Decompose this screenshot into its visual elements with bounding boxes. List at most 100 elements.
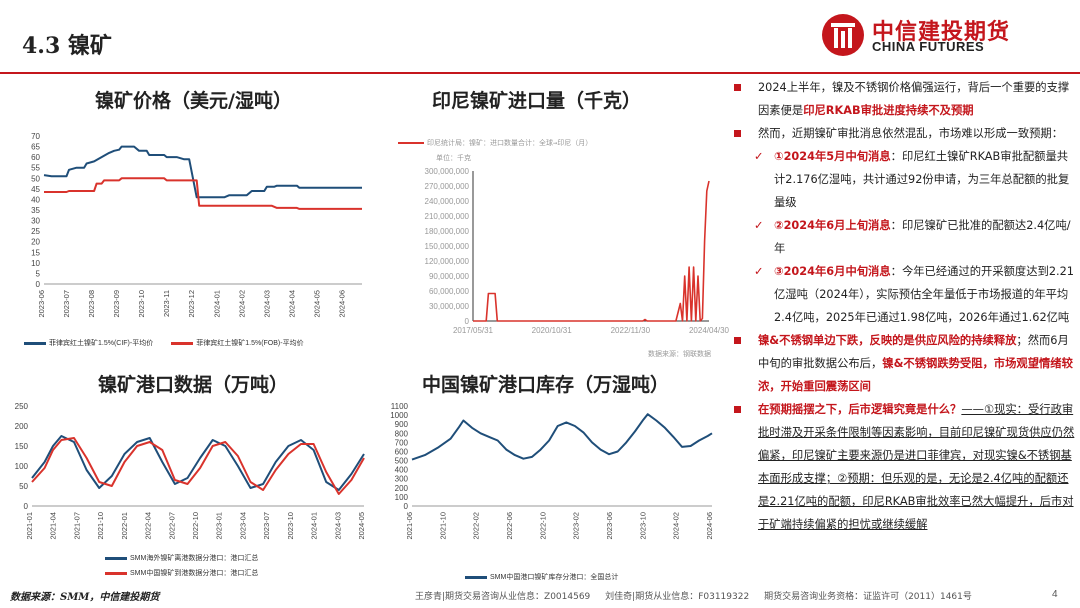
x-tick-label: 2023-04	[238, 512, 247, 540]
x-tick-label: 2022-10	[538, 512, 547, 540]
legend-swatch	[465, 575, 487, 579]
y-tick-label: 200	[395, 484, 409, 493]
x-tick-label: 2022-04	[144, 512, 153, 540]
analysis-highlight: 镍&不锈钢单边下跌，反映的是供应风险的持续释放	[758, 334, 1017, 347]
y-tick-label: 10	[31, 259, 40, 268]
legend-item-fob: 菲律宾红土镍矿1.5%(FOB)-平均价	[171, 338, 304, 348]
x-tick-label: 2023-06	[37, 290, 46, 318]
footer-certifications: 王彦青|期货交易咨询从业信息：Z0014569 刘佳奇|期货从业信息：F0311…	[415, 589, 984, 602]
x-tick-label: 2021-04	[49, 512, 58, 540]
section-title: 4.3 镍矿	[22, 33, 112, 59]
legend-swatch	[398, 142, 424, 144]
analysis-bullet: 2024上半年，镍及不锈钢价格偏强运行，背后一个重要的支撑因素便是印尼RKAB审…	[730, 76, 1075, 122]
checkmark-icon: ✓	[754, 265, 764, 278]
checkmark-icon: ✓	[754, 219, 764, 232]
x-tick-label: 2022-06	[505, 512, 514, 540]
y-tick-label: 60	[31, 153, 40, 162]
y-tick-label: 180,000,000	[425, 227, 470, 236]
legend-label: 菲律宾红土镍矿1.5%(FOB)-平均价	[196, 340, 304, 347]
x-tick-label: 2024-02	[237, 290, 246, 318]
page-header: 4.3 镍矿 中信建投期货 CHINA FUTURES	[0, 0, 1080, 72]
y-tick-label: 0	[36, 280, 41, 289]
x-tick-label: 2024/04/30	[689, 326, 730, 335]
x-tick-label: 2024-06	[705, 512, 714, 540]
analysis-highlight: ③2024年6月中旬消息	[774, 265, 891, 278]
x-tick-label: 2023-12	[187, 290, 196, 318]
analysis-check-item: ✓ ③2024年6月中旬消息：今年已经通过的开采额度达到2.21亿湿吨（2024…	[730, 260, 1075, 329]
y-tick-label: 90,000,000	[429, 272, 470, 281]
x-tick-label: 2017/05/31	[453, 326, 494, 335]
footer-cert: 期货交易咨询业务资格：证监许可（2011）1461号	[764, 592, 972, 602]
legend-swatch	[105, 571, 127, 575]
port-stock-title: 中国镍矿港口库存（万湿吨）	[422, 374, 670, 396]
x-tick-label: 2021-06	[405, 512, 414, 540]
analysis-text: ；然而6月中旬的审批数据公布后，	[758, 334, 1069, 370]
port-data-legend: SMM海外镍矿离港数据分港口：港口汇总 SMM中国镍矿到港数据分港口：港口汇总	[105, 553, 258, 583]
analysis-highlight: 在预期摇摆之下，后市逻辑究竟是什么？	[758, 403, 962, 416]
x-tick-label: 2023-10	[137, 290, 146, 318]
x-tick-label: 2023-02	[572, 512, 581, 540]
y-tick-label: 60,000,000	[429, 287, 470, 296]
y-tick-label: 400	[395, 466, 409, 475]
y-tick-label: 0	[24, 502, 29, 511]
x-tick-label: 2021-10	[96, 512, 105, 540]
y-tick-label: 5	[36, 269, 41, 278]
x-tick-label: 2024-06	[337, 290, 346, 318]
y-tick-label: 300,000,000	[425, 167, 470, 176]
data-source-note: 数据来源：SMM，中信建投期货	[10, 592, 160, 603]
legend-label: SMM海外镍矿离港数据分港口：港口汇总	[130, 555, 259, 562]
y-tick-label: 120,000,000	[425, 257, 470, 266]
x-tick-label: 2021-01	[25, 512, 34, 540]
analysis-bullet: 然而，近期镍矿审批消息依然混乱，市场难以形成一致预期：	[730, 122, 1075, 145]
y-tick-label: 240,000,000	[425, 197, 470, 206]
indo-import-source: 数据来源：钢联数据	[648, 350, 711, 358]
ore-price-title: 镍矿价格（美元/湿吨）	[95, 90, 292, 112]
x-tick-label: 2024-01	[310, 512, 319, 540]
port-data-title: 镍矿港口数据（万吨）	[98, 374, 289, 396]
y-tick-label: 100	[15, 462, 29, 471]
x-tick-label: 2023-10	[638, 512, 647, 540]
analysis-text: ——①现实：受行政审批时滞及开采条件限制等因素影响，目前印尼镍矿现货供应仍然偏紧…	[758, 403, 1075, 531]
y-tick-label: 70	[31, 132, 40, 141]
x-tick-label: 2023-01	[215, 512, 224, 540]
series-line	[411, 413, 713, 461]
analysis-text: 然而，近期镍矿审批消息依然混乱，市场难以形成一致预期：	[758, 127, 1064, 140]
legend-item-indo: 印尼统计局：镍矿：进口数量合计：全球→印尼（月）	[398, 138, 592, 148]
y-tick-label: 25	[31, 227, 40, 236]
x-tick-label: 2022-10	[191, 512, 200, 540]
series-line	[43, 145, 362, 199]
x-tick-label: 2024-02	[672, 512, 681, 540]
x-tick-label: 2021-07	[72, 512, 81, 540]
x-tick-label: 2023-08	[87, 290, 96, 318]
analysis-check-item: ✓ ②2024年6月上旬消息：印尼镍矿已批准的配额达2.4亿吨/年	[730, 214, 1075, 260]
y-tick-label: 150	[15, 442, 29, 451]
analysis-text: ：今年已经通过的开采额度达到2.21亿湿吨（2024年），实际预估全年量低于市场…	[774, 265, 1074, 324]
y-tick-label: 50	[19, 482, 28, 491]
x-tick-label: 2022-07	[167, 512, 176, 540]
legend-swatch	[24, 341, 46, 345]
x-tick-label: 2021-10	[438, 512, 447, 540]
series-line	[31, 437, 365, 495]
analysis-check-item: ✓ ①2024年5月中旬消息：印尼红土镍矿RKAB审批配额量共计2.176亿湿吨…	[730, 145, 1075, 214]
x-tick-label: 2024-05	[357, 512, 366, 540]
legend-swatch	[105, 556, 127, 560]
y-tick-label: 55	[31, 164, 40, 173]
port-stock-legend: SMM中国港口镍矿库存分港口：全国总计	[465, 572, 618, 587]
analysis-text: ：印尼红土镍矿RKAB审批配额量共计2.176亿湿吨，共计通过92份申请，为三年…	[774, 150, 1070, 209]
analysis-bullet: 在预期摇摆之下，后市逻辑究竟是什么？——①现实：受行政审批时滞及开采条件限制等因…	[730, 398, 1075, 536]
y-tick-label: 150,000,000	[425, 242, 470, 251]
logo-cn-text: 中信建投期货	[872, 19, 1011, 45]
x-tick-label: 2023-09	[112, 290, 121, 318]
y-tick-label: 0	[465, 317, 470, 326]
x-tick-label: 2022-01	[120, 512, 129, 540]
y-tick-label: 65	[31, 143, 40, 152]
footer-cert: 刘佳奇|期货从业信息：F03119322	[605, 592, 750, 602]
analysis-column: 2024上半年，镍及不锈钢价格偏强运行，背后一个重要的支撑因素便是印尼RKAB审…	[730, 76, 1075, 536]
y-tick-label: 500	[395, 457, 409, 466]
analysis-highlight: ①2024年5月中旬消息	[774, 150, 891, 163]
y-tick-label: 200	[15, 422, 29, 431]
legend-item-arrival: SMM中国镍矿到港数据分港口：港口汇总	[105, 568, 258, 578]
bullet-square-icon	[734, 406, 741, 413]
brand-logo: 中信建投期货 CHINA FUTURES	[822, 12, 1072, 58]
